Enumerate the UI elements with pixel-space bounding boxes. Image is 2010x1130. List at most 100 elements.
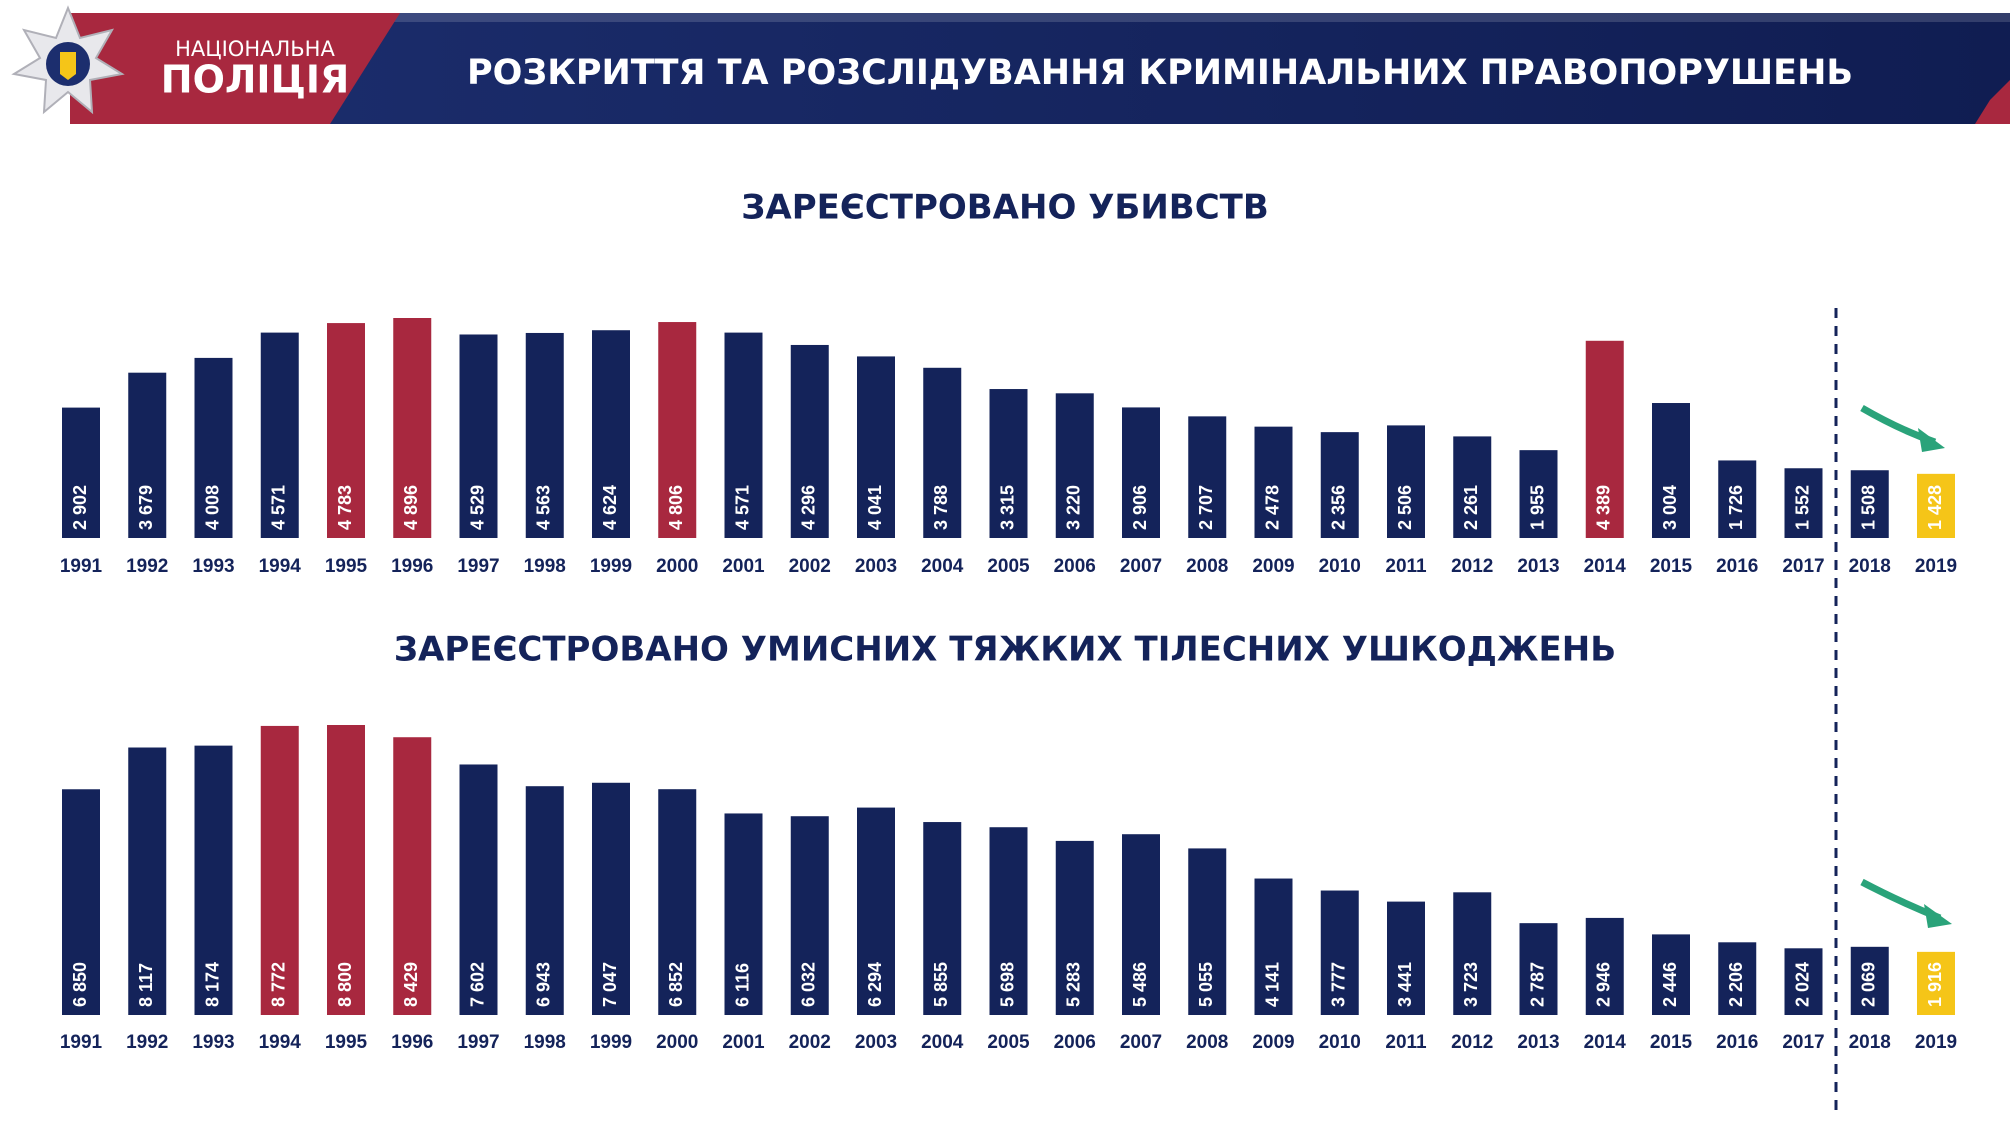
bar (1453, 436, 1492, 538)
arrow-head (1918, 428, 1945, 452)
bar (393, 318, 432, 538)
x-tick-label: 1991 (60, 1032, 103, 1053)
x-tick-label: 2006 (1054, 1032, 1096, 1053)
bar (327, 725, 365, 1015)
value-label: 2 478 (1262, 485, 1282, 530)
x-tick-label: 2018 (1849, 556, 1891, 577)
header-corner (1975, 80, 2010, 124)
value-label: 4 141 (1262, 962, 1282, 1007)
bar (1652, 403, 1690, 538)
x-tick-label: 1994 (259, 556, 302, 577)
bar (592, 330, 630, 538)
value-label: 2 206 (1726, 962, 1746, 1007)
bar (790, 816, 829, 1015)
bar (1718, 942, 1757, 1015)
value-label: 3 788 (931, 485, 951, 530)
value-label: 6 943 (534, 962, 554, 1007)
bar (260, 725, 299, 1015)
value-label: 4 563 (534, 485, 554, 530)
chart-title: ЗАРЕЄСТРОВАНО УМИСНИХ ТЯЖКИХ ТІЛЕСНИХ УШ… (394, 630, 1616, 670)
bar (923, 367, 962, 538)
bar (857, 807, 895, 1015)
bar (1320, 890, 1359, 1015)
x-tick-label: 2008 (1186, 556, 1228, 577)
x-tick-label: 1998 (524, 556, 566, 577)
header-red (70, 13, 400, 124)
value-label: 3 441 (1395, 962, 1415, 1007)
bar (1188, 848, 1227, 1015)
value-label: 5 486 (1130, 962, 1150, 1007)
bar (1387, 901, 1425, 1015)
value-label: 4 806 (666, 485, 686, 530)
bar (1055, 840, 1094, 1015)
bar (1519, 923, 1558, 1015)
value-label: 2 446 (1660, 962, 1680, 1007)
org-line2: ПОЛІЦІЯ (161, 58, 349, 102)
x-tick-label: 2010 (1319, 556, 1361, 577)
bar (1519, 450, 1558, 538)
bar (1652, 934, 1690, 1015)
value-label: 6 116 (732, 963, 752, 1007)
value-label: 4 571 (269, 485, 289, 530)
x-tick-label: 1997 (457, 1032, 499, 1053)
bar (1850, 470, 1889, 538)
bar (724, 332, 763, 538)
x-tick-label: 1998 (524, 1032, 566, 1053)
bar (1585, 917, 1624, 1015)
bar (1917, 473, 1955, 538)
bar (658, 322, 697, 538)
x-tick-label: 2019 (1915, 1032, 1957, 1053)
bar (260, 332, 299, 538)
value-label: 7 047 (600, 962, 620, 1007)
x-tick-label: 2013 (1517, 1032, 1559, 1053)
bar (62, 407, 100, 538)
bar (923, 822, 962, 1015)
x-tick-label: 1996 (391, 1032, 433, 1053)
x-tick-label: 2014 (1584, 556, 1627, 577)
header-band (70, 13, 2010, 124)
bar (1850, 946, 1889, 1015)
bar (1784, 948, 1823, 1015)
value-label: 2 902 (70, 485, 90, 530)
x-tick-label: 1996 (391, 556, 433, 577)
bar (128, 372, 167, 538)
header-stripe (70, 13, 2010, 22)
x-tick-label: 2006 (1054, 556, 1096, 577)
trend-arrows (1860, 404, 1952, 928)
x-tick-label: 2017 (1782, 1032, 1824, 1053)
bar (1784, 468, 1823, 538)
value-label: 4 529 (467, 485, 487, 530)
value-label: 6 850 (70, 962, 90, 1007)
bar (724, 813, 763, 1015)
value-label: 2 707 (1196, 485, 1216, 530)
value-label: 2 906 (1130, 485, 1150, 530)
bar (1917, 951, 1955, 1015)
x-tick-label: 1999 (590, 556, 632, 577)
bar (1254, 426, 1293, 538)
x-tick-label: 2015 (1650, 556, 1693, 577)
bar (459, 764, 498, 1015)
x-tick-label: 1991 (60, 556, 103, 577)
value-label: 4 783 (335, 485, 355, 530)
value-label: 6 032 (799, 962, 819, 1007)
bar (1055, 393, 1094, 538)
value-label: 3 315 (997, 485, 1017, 530)
bar (525, 332, 564, 538)
x-tick-label: 2019 (1915, 556, 1957, 577)
x-tick-label: 1992 (126, 1032, 168, 1053)
x-tick-label: 2005 (987, 1032, 1030, 1053)
x-tick-label: 2000 (656, 556, 698, 577)
value-label: 8 800 (335, 962, 355, 1007)
value-label: 2 356 (1329, 485, 1349, 530)
header: НАЦІОНАЛЬНА ПОЛІЦІЯ РОЗКРИТТЯ ТА РОЗСЛІД… (11, 5, 2010, 124)
bar (1122, 834, 1160, 1015)
value-label: 1 726 (1726, 485, 1746, 530)
value-label: 5 055 (1196, 962, 1216, 1007)
org-line1: НАЦІОНАЛЬНА (175, 37, 335, 61)
x-tick-label: 1992 (126, 556, 168, 577)
arrow-head (1924, 904, 1952, 928)
value-label: 6 852 (666, 962, 686, 1007)
bar (128, 747, 167, 1015)
value-label: 2 261 (1461, 485, 1481, 530)
